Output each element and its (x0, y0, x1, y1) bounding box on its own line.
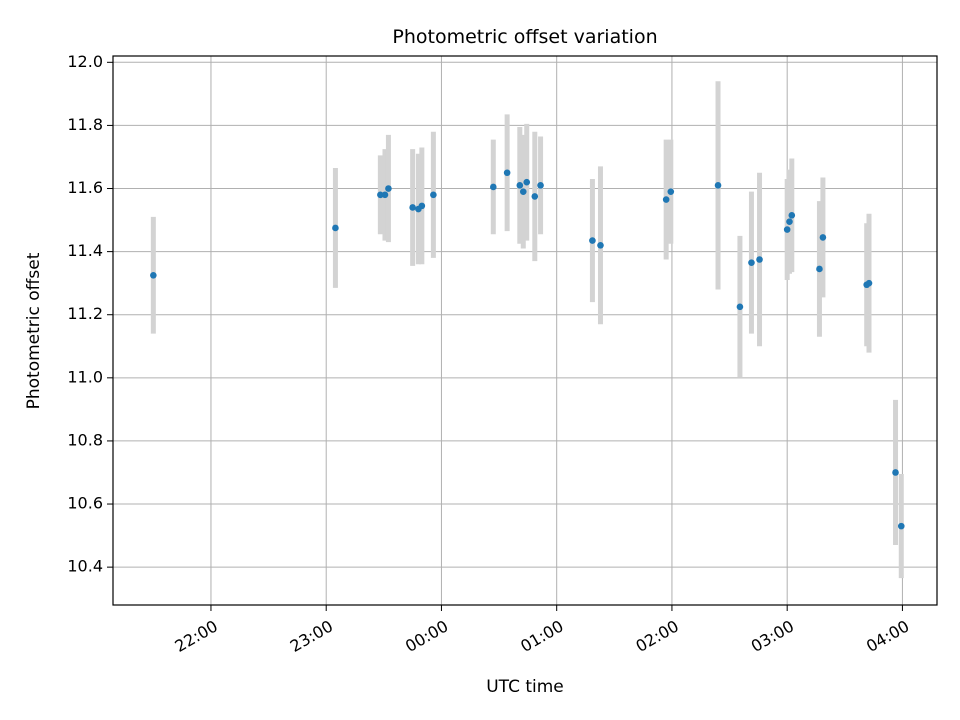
data-point (531, 193, 539, 200)
data-point (537, 182, 544, 189)
data-point (523, 178, 531, 186)
data-point (783, 226, 791, 233)
data-point (597, 242, 604, 249)
y-tick-label: 10.6 (67, 494, 103, 513)
data-point (788, 212, 796, 219)
y-tick-label: 12.0 (67, 52, 103, 71)
data-point (409, 204, 416, 211)
y-axis-label: Photometric offset (24, 252, 44, 409)
plot-frame (112, 55, 938, 606)
data-point (589, 237, 596, 244)
y-tick-label: 10.4 (67, 557, 103, 576)
x-axis-label: UTC time (486, 677, 564, 697)
data-point (667, 188, 675, 195)
data-point (897, 522, 905, 530)
data-point (736, 303, 744, 311)
y-tick-label: 10.8 (67, 430, 103, 449)
y-tick-label: 11.2 (67, 304, 103, 323)
data-point (385, 185, 392, 192)
data-point (516, 182, 524, 189)
data-point (430, 191, 437, 199)
data-point (714, 182, 722, 189)
data-point (748, 259, 755, 266)
y-tick-label: 11.0 (67, 367, 103, 386)
data-point (816, 265, 823, 273)
data-point (786, 218, 793, 225)
data-point (819, 234, 827, 241)
data-point (662, 196, 670, 203)
data-point (503, 169, 511, 177)
data-point (150, 271, 157, 279)
data-point (381, 191, 389, 199)
chart-title: Photometric offset variation (392, 26, 657, 48)
data-point (756, 256, 763, 263)
point-layer (150, 169, 905, 530)
data-point (892, 469, 899, 476)
data-point (332, 224, 339, 232)
data-point (519, 188, 527, 195)
data-point (490, 183, 497, 191)
y-tick-label: 11.4 (67, 241, 103, 260)
data-point (865, 279, 873, 287)
data-point (377, 191, 384, 199)
y-tick-label: 11.6 (67, 178, 103, 197)
y-tick-label: 11.8 (67, 115, 103, 134)
data-point (418, 202, 426, 210)
